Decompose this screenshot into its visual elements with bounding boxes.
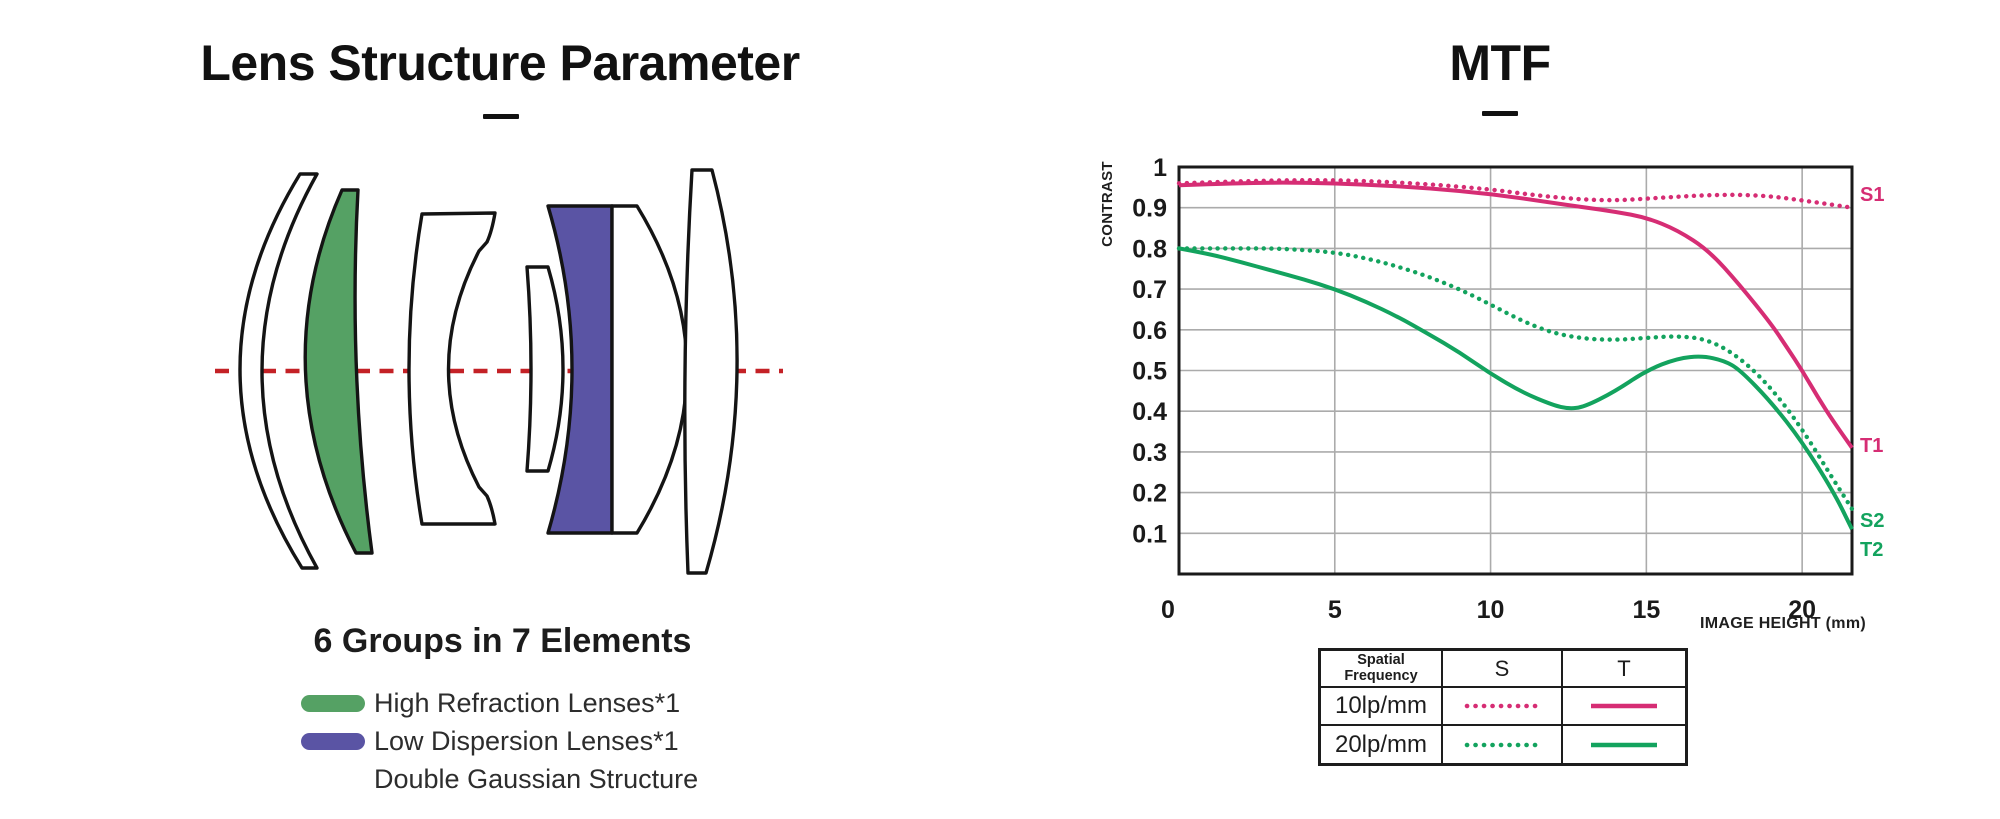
legend-row-high-refraction: High Refraction Lenses*1 <box>300 687 681 718</box>
curve-label-S2: S2 <box>1860 510 1884 532</box>
low-dispersion-label: Low Dispersion Lenses*1 <box>374 725 679 756</box>
y-tick-1: 1 <box>1153 154 1167 182</box>
dotted-line-green-icon <box>1464 742 1540 747</box>
y-tick-0.5: 0.5 <box>1132 358 1167 386</box>
lens-element-2-high-refraction <box>303 188 374 555</box>
mtf-legend-table: Spatial Frequency S T 10lp/mm 20lp/mm <box>1318 648 1688 766</box>
lens-element-5-low-dispersion <box>546 204 614 535</box>
table-swatch-10lp-sagittal <box>1443 688 1563 726</box>
table-header-t: T <box>1563 651 1685 688</box>
table-header-s: S <box>1443 651 1563 688</box>
lens-element-7 <box>683 168 739 575</box>
y-tick-0.9: 0.9 <box>1132 195 1167 223</box>
mtf-curve-S1 <box>1176 178 1855 210</box>
y-tick-0.4: 0.4 <box>1132 398 1167 426</box>
table-swatch-10lp-tangential <box>1563 688 1685 726</box>
x-tick-5: 5 <box>1328 596 1342 624</box>
mtf-chart: 0.10.20.30.40.50.60.70.80.910 5 10 15 20 CON… <box>1099 154 1884 632</box>
chart-gridlines <box>1179 167 1852 574</box>
mtf-curve-S2 <box>1176 246 1855 512</box>
lens-structure-diagram <box>215 168 783 575</box>
low-dispersion-swatch-icon <box>301 732 365 750</box>
x-tick-10: 10 <box>1477 596 1505 624</box>
y-tick-0.3: 0.3 <box>1132 439 1167 467</box>
x-axis-title: IMAGE HEIGHT (mm) <box>1700 615 1866 632</box>
mtf-curve-T2 <box>1178 246 1854 531</box>
x-tick-0: 0 <box>1161 596 1175 624</box>
lens-structure-heading: 6 Groups in 7 Elements <box>313 622 692 660</box>
page-title-mtf: MTF <box>1449 35 1551 91</box>
legend-row-low-dispersion: Low Dispersion Lenses*1 <box>300 725 679 756</box>
legend-row-double-gaussian: Double Gaussian Structure <box>300 763 699 794</box>
mtf-curve-T1 <box>1178 180 1854 449</box>
solid-line-pink-icon <box>1591 703 1657 709</box>
y-tick-0.6: 0.6 <box>1132 317 1167 345</box>
plot-border <box>1177 165 1854 576</box>
table-cell-10lpmm: 10lp/mm <box>1321 688 1443 726</box>
double-gaussian-label: Double Gaussian Structure <box>374 763 699 794</box>
lens-element-1 <box>238 172 319 570</box>
dotted-line-pink-icon <box>1464 703 1540 709</box>
table-swatch-20lp-sagittal <box>1443 726 1563 763</box>
y-axis-title: CONTRAST <box>1099 161 1116 247</box>
lens-element-6 <box>610 204 689 535</box>
y-tick-0.7: 0.7 <box>1132 276 1167 304</box>
table-cell-20lpmm: 20lp/mm <box>1321 726 1443 763</box>
y-tick-0.8: 0.8 <box>1132 235 1167 263</box>
y-tick-0.2: 0.2 <box>1132 480 1167 508</box>
curve-label-T2: T2 <box>1860 539 1883 561</box>
chart-tick-labels: 0.10.20.30.40.50.60.70.80.910 5 10 15 20 <box>1132 154 1816 624</box>
page-title-lens-structure: Lens Structure Parameter <box>200 35 800 91</box>
lens-element-3 <box>407 211 497 526</box>
table-header-spatial-frequency: Spatial Frequency <box>1321 651 1443 688</box>
table-swatch-20lp-tangential <box>1563 726 1685 763</box>
lens-element-4 <box>525 265 565 473</box>
title-underline-dash-left <box>483 114 519 119</box>
curve-label-T1: T1 <box>1860 435 1883 457</box>
high-refraction-swatch-icon <box>301 694 365 712</box>
x-tick-15: 15 <box>1632 596 1660 624</box>
high-refraction-label: High Refraction Lenses*1 <box>374 687 681 718</box>
title-underline-dash-right <box>1482 111 1518 116</box>
chart-curves <box>1176 178 1855 531</box>
curve-label-S1: S1 <box>1860 184 1884 206</box>
solid-line-green-icon <box>1591 742 1657 747</box>
x-tick-20: 20 <box>1788 596 1816 624</box>
y-tick-0.1: 0.1 <box>1132 520 1167 548</box>
